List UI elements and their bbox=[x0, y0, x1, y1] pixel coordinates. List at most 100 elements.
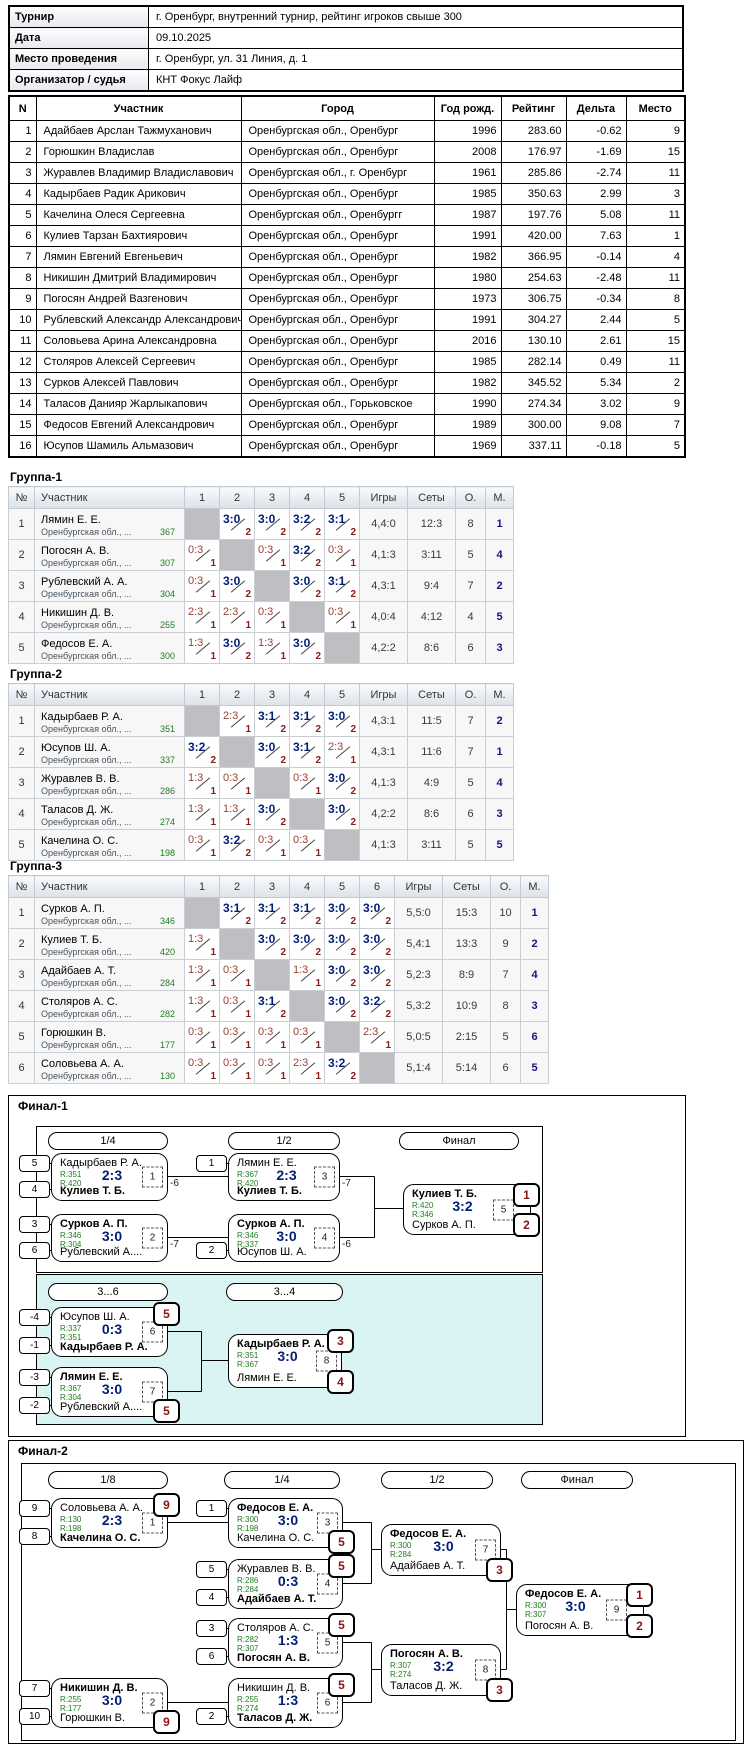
score-sets: 3:1 bbox=[328, 574, 346, 588]
score: 0:3 1 bbox=[220, 1022, 254, 1052]
participant-cell: 420.00 bbox=[500, 225, 567, 247]
group-col-sets: Сеты bbox=[407, 683, 456, 706]
group-player-subline: Оренбургская обл., ... 304 bbox=[35, 588, 184, 599]
match-number: 6 bbox=[142, 1321, 163, 1343]
match-ratings: R:255 R:177 bbox=[60, 1695, 81, 1713]
score-points: 1 bbox=[315, 1071, 321, 1082]
score-sets: 3:2 bbox=[328, 1056, 346, 1070]
score: 3:1 2 bbox=[220, 898, 254, 928]
score: 1:3 1 bbox=[185, 799, 219, 829]
match-top-player: Кадырбаев Р. А. bbox=[60, 1157, 142, 1169]
group-games: 4,3:1 bbox=[359, 736, 408, 768]
bracket-section: Финал-2 1/8 1/4 1/2 Финал Соловьева А. А. R:13… bbox=[8, 1440, 744, 1744]
participant-cell: 5 bbox=[625, 435, 686, 458]
match-top-rating: R:346 bbox=[237, 1231, 259, 1240]
seed-box: 9 bbox=[19, 1500, 50, 1517]
match-ratings: R:286 R:284 bbox=[237, 1576, 258, 1594]
place-badge: 9 bbox=[153, 1493, 180, 1517]
participant-cell: 1985 bbox=[433, 183, 502, 205]
group-player-subline: Оренбургская обл., ... 346 bbox=[35, 915, 184, 926]
group-player-rating: 177 bbox=[159, 1040, 175, 1050]
score-sets: 3:0 bbox=[363, 963, 381, 977]
score-sets: 3:2 bbox=[293, 543, 311, 557]
group-score-cell: 0:3 1 bbox=[289, 829, 325, 861]
group-diagonal-cell bbox=[184, 508, 220, 540]
group-player-cell: Лямин Е. Е. Оренбургская обл., ... 367 bbox=[34, 508, 185, 540]
group-sets: 5:14 bbox=[442, 1052, 491, 1084]
group-player-cell: Журавлев В. В. Оренбургская обл., ... 286 bbox=[34, 767, 185, 799]
score: 3:0 2 bbox=[220, 571, 254, 601]
score: 1:3 1 bbox=[185, 768, 219, 798]
group-games: 5,4:1 bbox=[394, 928, 443, 960]
participants-column-header: Год рожд. bbox=[433, 95, 502, 121]
group-player-subline: Оренбургская обл., ... 130 bbox=[35, 1070, 184, 1081]
place-badge: 2 bbox=[626, 1614, 653, 1638]
participants-header-row: N Участник Город Год рожд. Рейтинг Дельта Мест… bbox=[8, 95, 686, 121]
score-points: 2 bbox=[245, 651, 251, 662]
group-row-num: 2 bbox=[8, 928, 35, 960]
group-player-name: Никишин Д. В. bbox=[41, 607, 115, 619]
match-bottom-rating: R:346 bbox=[412, 1210, 434, 1219]
score: 3:0 2 bbox=[325, 799, 359, 829]
match-bottom-player: Погосян А. В. bbox=[525, 1620, 594, 1632]
match-bottom-player: Горюшкин В. bbox=[60, 1712, 126, 1724]
seed-box: 1 bbox=[196, 1155, 227, 1172]
score-sets: 3:1 bbox=[223, 901, 241, 915]
participant-cell: 15 bbox=[625, 141, 686, 163]
score-sets: 1:3 bbox=[188, 772, 204, 784]
match-bottom-player: Юсупов Ш. А. bbox=[237, 1246, 307, 1258]
group-player-name: Качелина О. С. bbox=[41, 835, 119, 847]
group-sets: 4:9 bbox=[407, 767, 456, 799]
group-player-cell: Сурков А. П. Оренбургская обл., ... 346 bbox=[34, 897, 185, 929]
group-player-subline: Оренбургская обл., ... 274 bbox=[35, 816, 184, 827]
match-top-player: Никишин Д. В. bbox=[237, 1682, 311, 1694]
round-label: Финал bbox=[521, 1471, 633, 1489]
participant-cell: 2.99 bbox=[565, 183, 627, 205]
group-place: 5 bbox=[485, 829, 514, 861]
match-number: 1 bbox=[142, 1512, 163, 1534]
participant-cell: -0.14 bbox=[565, 246, 627, 268]
score: 1:3 1 bbox=[185, 991, 219, 1021]
participant-cell: 176.97 bbox=[500, 141, 567, 163]
participant-cell: 11 bbox=[625, 162, 686, 184]
participant-cell: 4 bbox=[8, 183, 37, 205]
group-col-opponent: 5 bbox=[324, 683, 360, 706]
score-sets: 3:1 bbox=[293, 740, 311, 754]
group-score-cell: 3:1 2 bbox=[254, 990, 290, 1022]
seed-box: 5 bbox=[196, 1561, 227, 1578]
participant-cell: 345.52 bbox=[500, 372, 567, 394]
score: 2:3 1 bbox=[185, 602, 219, 632]
group-sets: 11:6 bbox=[407, 736, 456, 768]
group-row-num: 5 bbox=[8, 632, 35, 664]
group-score-cell: 3:1 2 bbox=[289, 736, 325, 768]
score-sets: 0:3 bbox=[223, 772, 239, 784]
participant-cell: 1990 bbox=[433, 393, 502, 415]
place-badge: 3 bbox=[486, 1558, 513, 1582]
score-points: 1 bbox=[245, 620, 251, 631]
group-col-place: М. bbox=[520, 875, 549, 898]
group-player-cell: Кулиев Т. Б. Оренбургская обл., ... 420 bbox=[34, 928, 185, 960]
match-bottom-player: Рублевский А.... bbox=[60, 1246, 143, 1258]
group-player-subline: Оренбургская обл., ... 307 bbox=[35, 557, 184, 568]
match-ratings: R:300 R:198 bbox=[237, 1515, 258, 1533]
score-sets: 0:3 bbox=[188, 1026, 204, 1038]
group-title: Группа-3 bbox=[10, 859, 63, 873]
group-col-opponent: 2 bbox=[219, 486, 255, 509]
score-points: 1 bbox=[315, 786, 321, 797]
place-badge: 4 bbox=[327, 1370, 354, 1394]
group-score-cell: 3:0 2 bbox=[219, 508, 255, 540]
score-sets: 2:3 bbox=[223, 606, 239, 618]
group-score-cell: 1:3 1 bbox=[184, 632, 220, 664]
group-col-name: Участник bbox=[34, 875, 185, 898]
match-ratings: R:351 R:367 bbox=[237, 1351, 258, 1369]
score-sets: 1:3 bbox=[293, 964, 309, 976]
group-player-rating: 304 bbox=[159, 589, 175, 599]
match-number: 7 bbox=[475, 1539, 496, 1561]
match-top-rating: R:367 bbox=[60, 1384, 82, 1393]
group-score-cell: 3:0 2 bbox=[324, 705, 360, 737]
score-points: 1 bbox=[210, 947, 216, 958]
match-score: 2:3 bbox=[276, 1167, 297, 1183]
group-player-name: Горюшкин В. bbox=[41, 1027, 107, 1039]
score-sets: 3:0 bbox=[293, 636, 311, 650]
group-points: 4 bbox=[455, 601, 486, 633]
